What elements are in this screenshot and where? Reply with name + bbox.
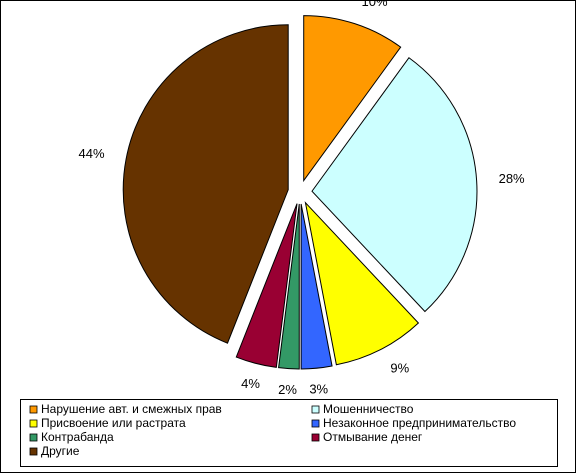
legend-label: Контрабанда [41, 430, 114, 444]
legend-swatch [311, 405, 320, 414]
data-label: 2% [278, 382, 297, 397]
data-label: 4% [241, 376, 260, 391]
legend-swatch [29, 433, 38, 442]
data-label: 28% [499, 171, 525, 186]
pie-slice [311, 57, 478, 313]
legend-label: Нарушение авт. и смежных прав [41, 402, 222, 416]
legend-label: Присвоение или растрата [41, 416, 186, 430]
legend-label: Другие [41, 444, 80, 458]
pie-slice [235, 203, 298, 368]
data-label: 10% [361, 0, 387, 9]
legend-swatch [311, 419, 320, 428]
legend-label: Незаконное предпринимательство [323, 416, 516, 430]
pie-slice [300, 203, 333, 370]
data-label: 9% [390, 361, 409, 376]
pie-slice [304, 201, 420, 366]
legend-swatch [29, 419, 38, 428]
legend-box [20, 399, 558, 467]
pie-slice [278, 203, 300, 370]
legend-swatch [311, 433, 320, 442]
data-label: 3% [309, 382, 328, 397]
legend-swatch [29, 447, 38, 456]
data-label: 44% [78, 146, 104, 161]
pie-slice [122, 24, 289, 344]
legend-label: Отмывание денег [323, 430, 423, 444]
legend-swatch [29, 405, 38, 414]
legend-label: Мошенничество [323, 402, 414, 416]
pie-slice [303, 15, 402, 183]
